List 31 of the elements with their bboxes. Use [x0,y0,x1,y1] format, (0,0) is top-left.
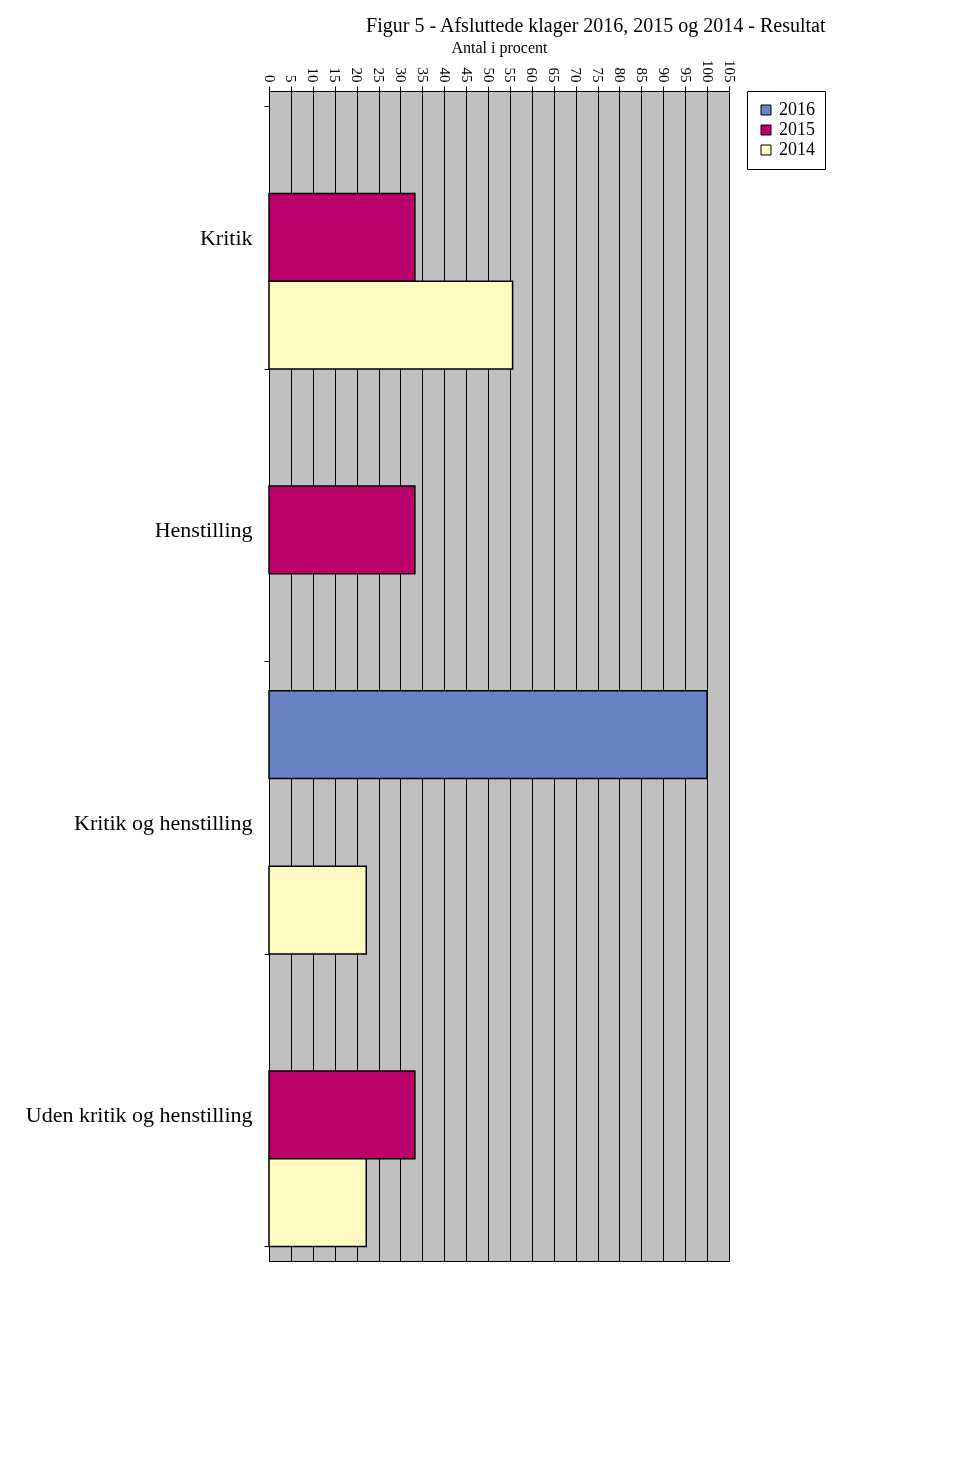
x-tick-label: 100 [699,60,716,83]
x-tick-label: 45 [458,67,475,83]
x-tick-label: 40 [436,67,453,83]
y-tick-label: Kritik og henstilling [74,809,253,835]
y-tick-label: Kritik [199,224,253,250]
x-axis-title: Antal i procent [451,39,549,57]
legend-label: 2015 [779,119,815,139]
x-tick-label: 0 [261,75,278,83]
chart-title: Figur 5 - Afsluttede klager 2016, 2015 og 2014 - Resultat [366,13,826,37]
x-tick-label: 35 [414,67,431,83]
x-tick-label: 15 [327,67,344,83]
x-tick-label: 55 [502,67,519,83]
x-tick-label: 95 [677,67,694,83]
x-tick-label: 85 [633,67,650,83]
y-tick-label: Uden kritik og henstilling [25,1102,253,1128]
x-tick-label: 30 [392,67,409,83]
x-tick-label: 20 [349,67,366,83]
x-tick-label: 80 [611,67,628,83]
x-tick-label: 105 [721,60,738,83]
x-tick-label: 50 [480,67,497,83]
y-tick-label: Henstilling [154,517,253,543]
x-tick-label: 25 [371,67,388,83]
legend-label: 2014 [779,139,815,159]
legend-label: 2016 [779,99,815,119]
x-tick-label: 70 [568,67,585,83]
x-tick-label: 90 [655,67,672,83]
x-tick-label: 5 [283,75,300,83]
x-tick-label: 75 [590,67,607,83]
x-tick-label: 65 [546,67,563,83]
x-tick-label: 10 [305,67,322,83]
x-tick-label: 60 [524,67,541,83]
